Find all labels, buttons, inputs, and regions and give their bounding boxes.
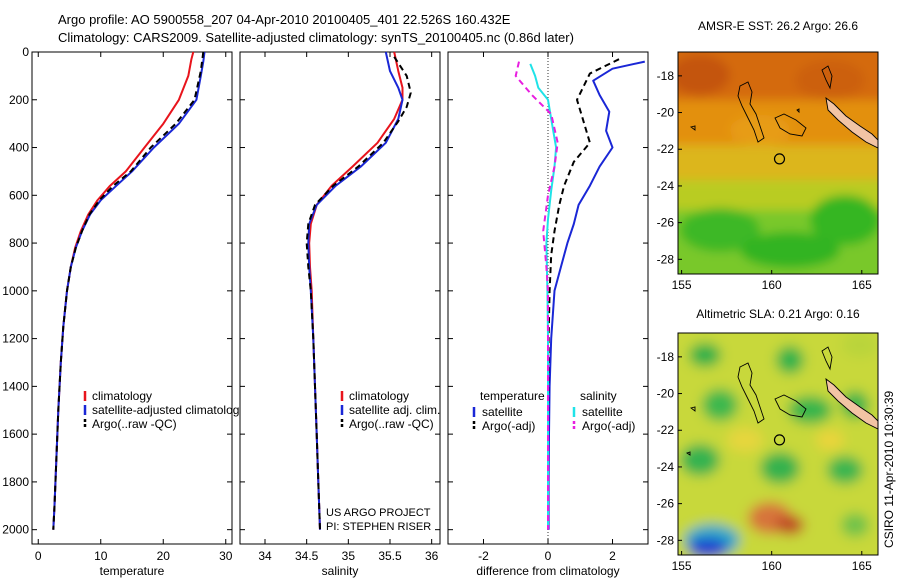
x-axis-label: temperature <box>100 564 165 578</box>
x-tick-label: 35 <box>342 549 356 563</box>
y-tick-label: 800 <box>9 236 29 250</box>
sla-map-land <box>825 377 878 430</box>
map-y-tick-label: -28 <box>657 533 675 547</box>
x-tick-label: 30 <box>219 549 233 563</box>
legend-item: Argo(..raw -QC) <box>83 417 177 431</box>
sst-map-image <box>678 52 878 274</box>
legend-label: Argo(-adj) <box>482 419 535 433</box>
map-y-tick-label: -20 <box>657 106 675 120</box>
x-tick-label: 35.5 <box>378 549 402 563</box>
x-tick-label: 10 <box>94 549 108 563</box>
y-tick-label: 600 <box>9 188 29 202</box>
y-tick-label: 1000 <box>2 284 29 298</box>
map-y-tick-label: -22 <box>657 142 675 156</box>
legend-item: climatology <box>83 389 152 403</box>
temperature-panel: 0 10 20 30 0 200 400 600 800 1000 1200 1400 1600 1800… <box>2 45 245 578</box>
map-y-tick-label: -26 <box>657 497 675 511</box>
legend-item: Argo(-adj) <box>472 419 535 433</box>
sla-argo-location-marker <box>773 434 786 446</box>
y-tick-label: 1400 <box>2 379 29 393</box>
sst-map-title: AMSR-E SST: 26.2 Argo: 26.6 <box>698 19 858 33</box>
legend-label: satellite-adjusted climatology <box>92 403 245 417</box>
sla-map-image <box>678 333 878 555</box>
plot-frame <box>31 51 233 545</box>
series-line <box>514 61 559 530</box>
legend-item: satellite adj. clim. <box>340 403 440 417</box>
sla-map-title: Altimetric SLA: 0.21 Argo: 0.16 <box>696 307 860 321</box>
map-x-tick-label: 165 <box>852 559 872 573</box>
header-line-1: Argo profile: AO 5900558_207 04-Apr-2010… <box>58 12 511 27</box>
side-timestamp-label: CSIRO 11-Apr-2010 10:30:39 <box>882 390 896 548</box>
legend-item: Argo(..raw -QC) <box>340 417 434 431</box>
sst-map-axes: 155 160 165 -18 -20 -22 -24 -26 -28 <box>657 51 879 292</box>
sla-map-axes: 155 160 165 -18 -20 -22 -24 -26 -28 <box>657 332 879 573</box>
series-line <box>547 60 646 530</box>
legend-item: climatology <box>340 389 409 403</box>
y-tick-label: 1600 <box>2 427 29 441</box>
series-line <box>52 51 205 530</box>
header-line-2: Climatology: CARS2009. Satellite-adjuste… <box>58 30 574 45</box>
x-tick-label: 34.5 <box>295 549 319 563</box>
map-x-tick-label: 155 <box>672 559 692 573</box>
sla-map-coastline <box>685 346 833 456</box>
map-y-tick-label: -18 <box>657 69 675 83</box>
y-tick-label: 400 <box>9 141 29 155</box>
legend-label: climatology <box>349 389 409 403</box>
x-tick-label: -2 <box>478 549 489 563</box>
map-frame <box>677 51 879 275</box>
y-tick-label: 1200 <box>2 332 29 346</box>
x-tick-label: 2 <box>609 549 616 563</box>
map-y-tick-label: -24 <box>657 460 675 474</box>
map-y-tick-label: -26 <box>657 216 675 230</box>
legend-label: climatology <box>92 389 152 403</box>
y-tick-label: 200 <box>9 93 29 107</box>
legend-item: satellite-adjusted climatology <box>83 403 245 417</box>
x-tick-label: 0 <box>35 549 42 563</box>
x-tick-label: 36 <box>425 549 439 563</box>
y-tick-label: 0 <box>22 45 29 59</box>
series-line <box>305 56 412 530</box>
map-y-tick-label: -22 <box>657 423 675 437</box>
map-y-tick-label: -20 <box>657 387 675 401</box>
x-axis-label: difference from climatology <box>476 564 619 578</box>
y-tick-label: 1800 <box>2 475 29 489</box>
legend-item: satellite <box>572 405 623 419</box>
sst-argo-location-marker <box>773 153 786 165</box>
credit-line-1: US ARGO PROJECT <box>326 507 431 519</box>
map-frame <box>677 332 879 556</box>
salinity-panel: 34 34.5 35 35.5 36 salinity climatologysatelli… <box>239 51 441 578</box>
legend-item: satellite <box>472 405 523 419</box>
legend-label: satellite adj. clim. <box>349 403 440 417</box>
sst-map-land <box>825 96 878 149</box>
map-x-tick-label: 155 <box>672 278 692 292</box>
legend-label: Argo(..raw -QC) <box>349 417 434 431</box>
legend-label: Argo(-adj) <box>582 419 635 433</box>
x-tick-label: 20 <box>157 549 171 563</box>
legend-label: Argo(..raw -QC) <box>92 417 177 431</box>
y-tick-label: 2000 <box>2 523 29 537</box>
credit-line-2: PI: STEPHEN RISER <box>326 521 431 533</box>
legend-item: Argo(-adj) <box>572 419 635 433</box>
plot-frame <box>239 51 441 545</box>
legend-header: salinity <box>580 389 617 403</box>
x-tick-label: 0 <box>545 549 552 563</box>
sst-map-coastline <box>689 65 833 143</box>
map-y-tick-label: -24 <box>657 179 675 193</box>
legend-header: temperature <box>480 389 545 403</box>
map-y-tick-label: -18 <box>657 350 675 364</box>
map-x-tick-label: 160 <box>762 559 782 573</box>
legend-label: satellite <box>582 405 623 419</box>
x-axis-label: salinity <box>322 564 359 578</box>
x-tick-label: 34 <box>258 549 272 563</box>
map-x-tick-label: 165 <box>852 278 872 292</box>
map-x-tick-label: 160 <box>762 278 782 292</box>
legend-label: satellite <box>482 405 523 419</box>
map-y-tick-label: -28 <box>657 252 675 266</box>
